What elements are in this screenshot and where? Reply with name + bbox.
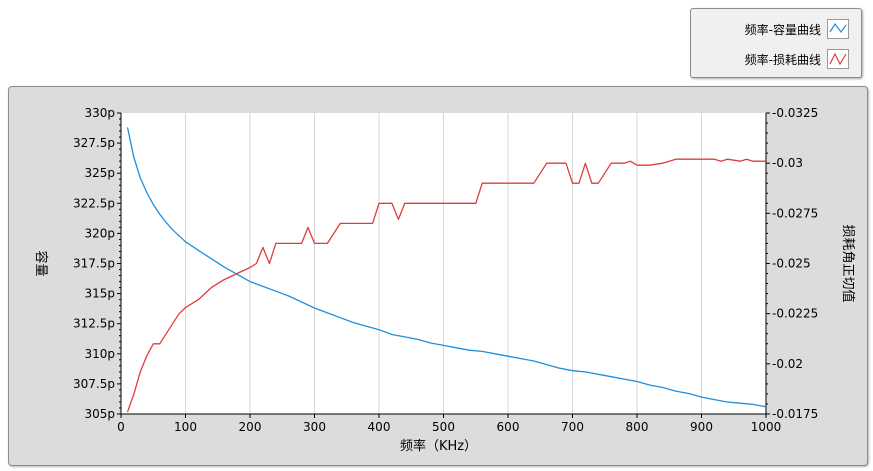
x-tick-label-900: 900: [690, 420, 713, 434]
y-left-tick-label-317.5p: 317.5p: [73, 257, 115, 271]
series-line-capacitance: [126, 127, 767, 408]
y-right-tick-label--0.02: -0.02: [772, 357, 803, 371]
y-left-tick-label-315p: 315p: [84, 287, 115, 301]
y-left-tick-label-307.5p: 307.5p: [73, 377, 115, 391]
legend-swatch-capacitance[interactable]: [827, 19, 849, 39]
y-right-axis-title: 损耗角正切值: [840, 224, 856, 302]
legend-label-loss: 频率-损耗曲线: [744, 52, 821, 67]
y-right-tick-label--0.0225: -0.0225: [772, 307, 818, 321]
y-right-tick-label--0.025: -0.025: [772, 257, 811, 271]
y-right-tick-label--0.0325: -0.0325: [772, 106, 818, 120]
x-tick-label-0: 0: [117, 420, 125, 434]
x-axis-title: 频率（KHz）: [400, 438, 477, 454]
legend-swatch-loss[interactable]: [827, 49, 849, 69]
chart-legend: 频率-容量曲线 频率-损耗曲线: [690, 8, 862, 78]
y-left-tick-label-325p: 325p: [84, 166, 115, 180]
x-tick-label-300: 300: [303, 420, 326, 434]
series-line-loss: [126, 158, 766, 413]
legend-label-capacitance: 频率-容量曲线: [744, 22, 821, 37]
loss-line-icon: [829, 52, 847, 66]
x-tick-label-800: 800: [626, 420, 649, 434]
x-tick-label-700: 700: [561, 420, 584, 434]
y-right-tick-label--0.03: -0.03: [772, 156, 803, 170]
y-left-tick-label-330p: 330p: [84, 106, 115, 120]
y-right-tick-label--0.0275: -0.0275: [772, 206, 818, 220]
y-left-tick-label-322.5p: 322.5p: [73, 196, 115, 210]
chart: 0 100 200 300 400 500 600 700 800 900 1000 305p 307.…: [33, 106, 856, 454]
legend-item-capacitance[interactable]: 频率-容量曲线: [691, 15, 861, 43]
x-tick-label-400: 400: [368, 420, 391, 434]
x-tick-label-500: 500: [432, 420, 455, 434]
y-left-tick-label-305p: 305p: [84, 407, 115, 421]
legend-item-loss[interactable]: 频率-损耗曲线: [691, 45, 861, 73]
y-left-tick-label-327.5p: 327.5p: [73, 136, 115, 150]
plot-frame: 0 100 200 300 400 500 600 700 800 900 1000 305p 307.…: [8, 86, 868, 466]
y-left-tick-label-310p: 310p: [84, 347, 115, 361]
x-tick-label-1000: 1000: [751, 420, 782, 434]
x-tick-label-600: 600: [497, 420, 520, 434]
y-left-tick-label-312.5p: 312.5p: [73, 317, 115, 331]
y-left-axis-title: 容量: [33, 250, 49, 276]
x-tick-label-100: 100: [174, 420, 197, 434]
y-right-tick-label--0.0175: -0.0175: [772, 407, 818, 421]
capacitance-line-icon: [829, 22, 847, 34]
x-tick-label-200: 200: [239, 420, 262, 434]
y-left-tick-label-320p: 320p: [84, 226, 115, 240]
